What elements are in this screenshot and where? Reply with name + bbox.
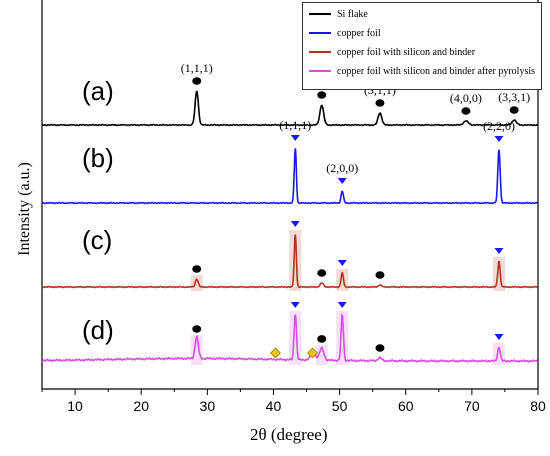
trace-3 [41,234,538,289]
circle-marker [192,265,202,273]
triangle-marker [290,135,300,141]
traces [41,90,539,363]
diamond-marker [307,347,318,359]
diamond-marker [270,347,281,359]
legend-swatch [309,51,331,53]
x-tick-label: 40 [266,398,282,414]
legend-label: Si flake [337,8,368,20]
legend-label: copper foil with silicon and binder afte… [337,65,536,77]
circle-marker [375,344,385,352]
triangle-marker [337,178,347,184]
x-tick-label: 30 [200,398,216,414]
legend-label: copper foil [337,27,381,39]
triangle-marker [290,221,300,227]
peak-highlight [336,311,349,365]
panel-label: (b) [82,143,114,173]
triangle-marker [337,260,347,266]
legend-label: copper foil with silicon and binder [337,46,476,58]
legend-swatch [309,32,331,34]
x-axis-ticks: 10 20 30 40 50 60 70 80 [41,389,546,414]
panel-labels: (a) (b) (c) (d) [82,76,114,345]
x-axis-label: 2θ (degree) [250,425,328,444]
circle-marker [192,77,202,85]
miller-index-label: (3,3,1) [498,90,530,104]
triangle-marker [290,302,300,308]
circle-marker [375,271,385,279]
x-tick-label: 80 [530,398,546,414]
legend-swatch [309,70,331,72]
peak-highlights [190,230,505,365]
peak-highlight [315,345,328,365]
peak-highlight [190,275,203,291]
trace-1 [41,90,538,127]
legend-item-copper-foil: copper foil [309,25,381,41]
x-tick-label: 70 [464,398,480,414]
circle-marker [317,335,327,343]
circle-marker [317,91,327,99]
legend: Si flake copper foil copper foil with si… [302,2,542,90]
miller-index-label: (2,2,0) [483,119,515,133]
panel-label: (d) [82,315,114,345]
triangle-marker [494,334,504,340]
legend-item-copper-foil-si-binder: copper foil with silicon and binder [309,44,475,60]
circle-marker [375,99,385,107]
panel-label: (a) [82,76,114,106]
legend-item-si-flake: Si flake [309,6,368,22]
y-axis-label: Intensity (a.u.) [16,162,33,256]
triangle-marker [494,248,504,254]
triangle-marker [494,136,504,142]
x-tick-label: 10 [67,398,83,414]
panel-label: (c) [82,225,112,255]
legend-item-after-pyrolysis: copper foil with silicon and binder afte… [309,63,535,79]
circle-marker [509,106,519,114]
circle-marker [192,325,202,333]
miller-index-label: (4,0,0) [450,91,482,105]
circle-marker [317,269,327,277]
trace-4 [41,313,539,363]
triangle-marker [337,302,347,308]
miller-index-label: (1,1,1) [181,61,213,75]
x-tick-label: 50 [332,398,348,414]
peak-markers: (1,1,1)(2,2,0)(3,1,1)(4,0,0)(3,3,1)(1,1,… [181,61,530,359]
x-tick-label: 20 [133,398,149,414]
trace-2 [41,148,538,205]
legend-swatch [309,13,331,15]
x-tick-label: 60 [398,398,414,414]
miller-index-label: (2,0,0) [326,161,358,175]
circle-marker [461,107,471,115]
peak-highlight [289,230,302,291]
miller-index-label: (1,1,1) [279,118,311,132]
